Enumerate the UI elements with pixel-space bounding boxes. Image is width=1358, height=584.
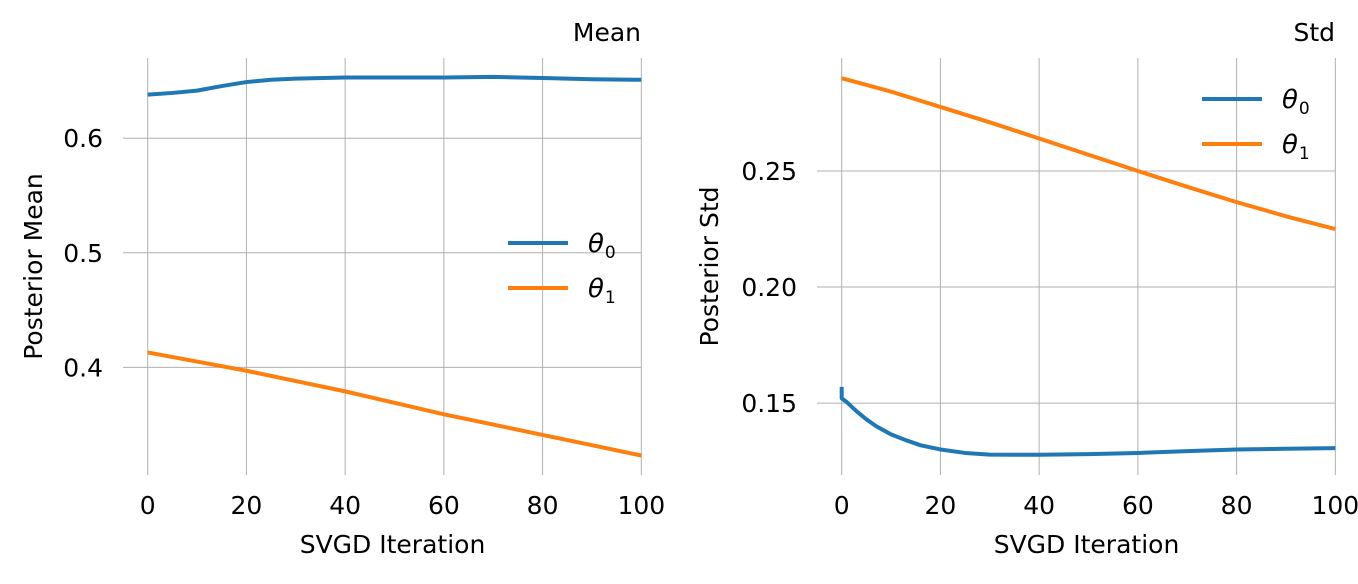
x-tick-label: 40 bbox=[1023, 491, 1055, 520]
mean-panel: 0 20 40 60 80 100 0.4 0.5 0.6 Mean SVGD Iteration P… bbox=[19, 18, 665, 559]
legend-subscript: 1 bbox=[1299, 144, 1310, 164]
series-line-theta0 bbox=[147, 74, 642, 97]
x-tick-label: 100 bbox=[1311, 491, 1358, 520]
x-tick-label: 0 bbox=[834, 491, 850, 520]
x-tick-label: 80 bbox=[1221, 491, 1253, 520]
y-tick-label: 0.5 bbox=[63, 239, 103, 268]
legend-label-theta1: θ1 bbox=[1282, 130, 1310, 164]
y-axis-label: Posterior Mean bbox=[19, 173, 48, 360]
legend-label-theta1: θ1 bbox=[588, 274, 616, 308]
std-panel: 0 20 40 60 80 100 0.15 0.20 0.25 Std SVGD Iteratio… bbox=[695, 18, 1358, 559]
legend-symbol: θ bbox=[588, 274, 604, 304]
legend-subscript: 1 bbox=[605, 288, 616, 308]
legend-subscript: 0 bbox=[605, 243, 616, 263]
chart-title: Std bbox=[1293, 18, 1335, 47]
x-axis-label: SVGD Iteration bbox=[994, 530, 1180, 559]
x-tick-label: 80 bbox=[527, 491, 559, 520]
x-tick-label: 20 bbox=[925, 491, 957, 520]
series-line-theta1 bbox=[841, 76, 1336, 231]
series-line-theta1 bbox=[147, 350, 642, 458]
series-line-theta0 bbox=[839, 386, 1336, 457]
legend-symbol: θ bbox=[588, 229, 604, 259]
y-axis-label: Posterior Std bbox=[695, 187, 724, 347]
legend-symbol: θ bbox=[1282, 130, 1298, 160]
legend-subscript: 0 bbox=[1299, 99, 1310, 119]
legend-symbol: θ bbox=[1282, 85, 1298, 115]
x-tick-label: 0 bbox=[140, 491, 156, 520]
legend-label-theta0: θ0 bbox=[1282, 85, 1310, 119]
x-tick-label: 40 bbox=[329, 491, 361, 520]
y-tick-label: 0.15 bbox=[741, 389, 797, 418]
x-tick-label: 60 bbox=[1122, 491, 1154, 520]
x-tick-label: 20 bbox=[231, 491, 263, 520]
y-tick-label: 0.4 bbox=[63, 353, 103, 382]
chart-title: Mean bbox=[573, 18, 641, 47]
legend-label-theta0: θ0 bbox=[588, 229, 616, 263]
x-tick-label: 100 bbox=[617, 491, 665, 520]
x-tick-label: 60 bbox=[428, 491, 460, 520]
y-tick-label: 0.25 bbox=[741, 157, 797, 186]
y-tick-label: 0.6 bbox=[63, 124, 103, 153]
x-axis-label: SVGD Iteration bbox=[300, 530, 486, 559]
y-tick-label: 0.20 bbox=[741, 273, 797, 302]
